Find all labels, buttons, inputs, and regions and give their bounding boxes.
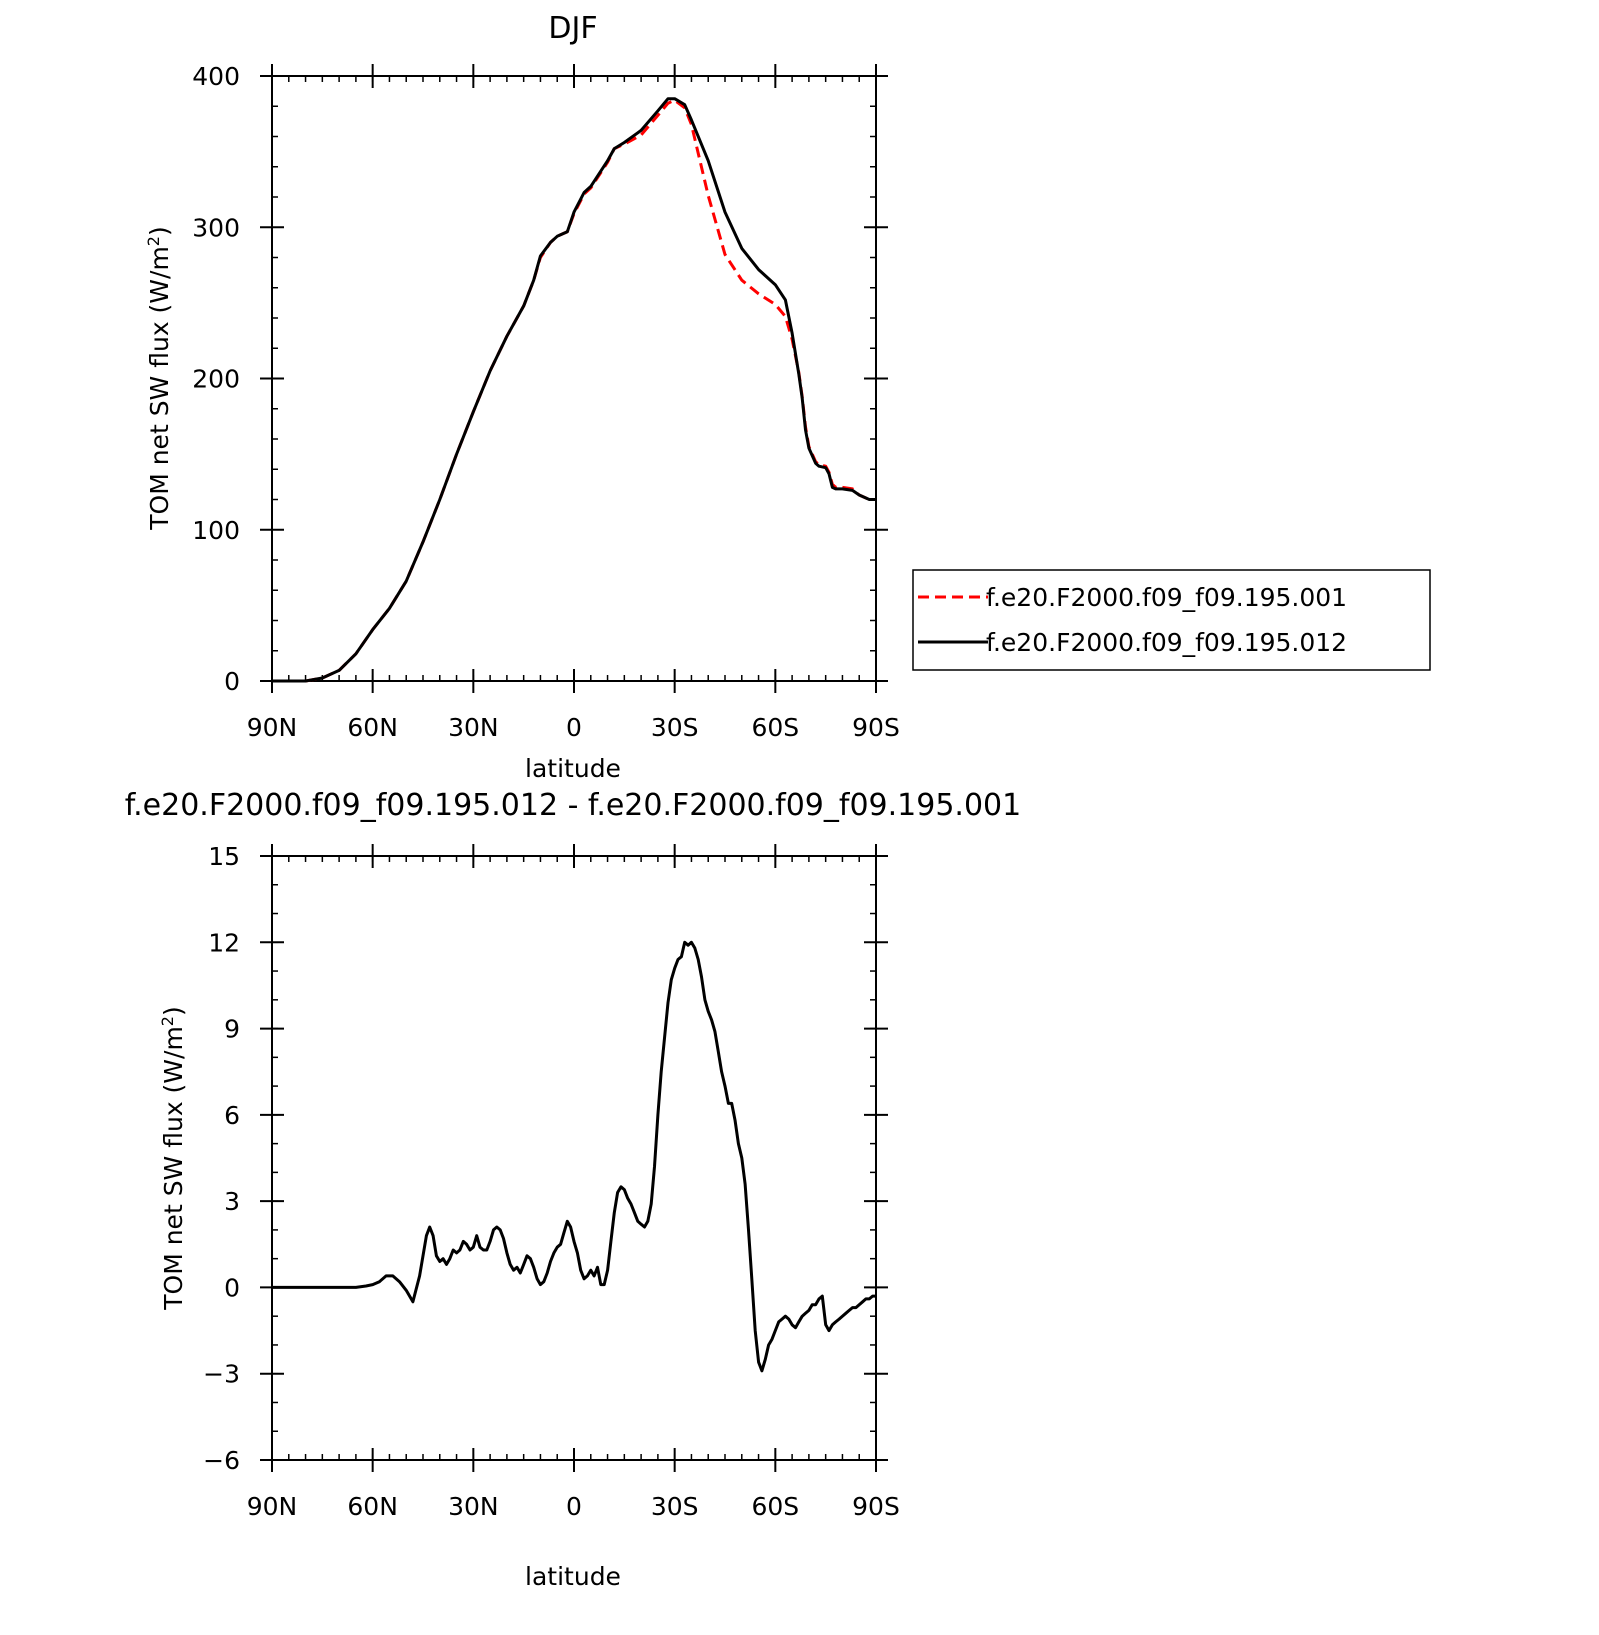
top-plot-area: 90N 60N 30N 0 30S 60S 90S 0 100 200 300 400 [192, 62, 900, 742]
bottom-plot-frame [271, 855, 877, 1461]
bottom-x-tick-label: 60N [347, 1492, 398, 1521]
top-x-tick-label: 90N [247, 713, 298, 742]
bottom-y-axis-label: TOM net SW flux (W/m2) [158, 1006, 189, 1311]
legend-label-series-001: f.e20.F2000.f09_f09.195.001 [986, 583, 1347, 612]
top-y-axis-label: TOM net SW flux (W/m2) [144, 226, 175, 531]
top-x-tick-label: 30S [651, 713, 699, 742]
bottom-y-tick-label: −6 [203, 1446, 240, 1475]
top-y-tick-label: 100 [192, 516, 240, 545]
top-x-tick-label: 60S [751, 713, 799, 742]
top-chart-title: DJF [548, 11, 597, 46]
bottom-y-tick-label: 15 [208, 842, 240, 871]
top-x-tick-label: 60N [347, 713, 398, 742]
legend: f.e20.F2000.f09_f09.195.001 f.e20.F2000.… [912, 569, 1431, 671]
bottom-x-tick-label: 90S [852, 1492, 900, 1521]
bottom-y-axis-label-superscript: 2 [158, 1016, 177, 1026]
top-x-axis-label: latitude [525, 754, 621, 783]
top-y-tick-label: 0 [224, 667, 240, 696]
bottom-y-tick-label: 0 [224, 1273, 240, 1302]
bottom-x-tick-label: 30S [651, 1492, 699, 1521]
bottom-x-tick-label: 60S [751, 1492, 799, 1521]
bottom-y-tick-label: 3 [224, 1187, 240, 1216]
top-x-tick-label: 90S [852, 713, 900, 742]
bottom-y-tick-label: −3 [203, 1360, 240, 1389]
top-y-tick-label: 400 [192, 62, 240, 91]
bottom-x-tick-label: 30N [448, 1492, 499, 1521]
bottom-y-axis-label-close: ) [159, 1006, 188, 1016]
top-panel: DJF 90N 60N 30N 0 30S 60S 90S 0 100 200 300 400 lat… [144, 11, 900, 783]
top-y-axis-label-superscript: 2 [144, 236, 163, 246]
bottom-x-tick-label: 0 [566, 1492, 582, 1521]
bottom-plot-area: 90N 60N 30N 0 30S 60S 90S −6 −3 0 3 6 9 12 15 [203, 842, 900, 1521]
bottom-series-line-0 [272, 940, 876, 1373]
legend-label-series-012: f.e20.F2000.f09_f09.195.012 [986, 628, 1347, 657]
top-x-tick-label: 30N [448, 713, 499, 742]
top-y-axis-label-close: ) [145, 226, 174, 236]
bottom-panel: f.e20.F2000.f09_f09.195.012 - f.e20.F200… [125, 788, 1021, 1591]
bottom-y-axis-label-text: TOM net SW flux (W/m [159, 1026, 188, 1311]
bottom-chart-title: f.e20.F2000.f09_f09.195.012 - f.e20.F200… [125, 788, 1021, 823]
top-plot-frame [271, 75, 877, 682]
top-x-tick-label: 0 [566, 713, 582, 742]
legend-box [912, 569, 1431, 671]
top-y-tick-label: 200 [192, 365, 240, 394]
bottom-y-tick-label: 12 [208, 928, 240, 957]
top-y-tick-label: 300 [192, 213, 240, 242]
top-y-axis-label-text: TOM net SW flux (W/m [145, 246, 174, 531]
bottom-x-axis-label: latitude [525, 1562, 621, 1591]
bottom-y-tick-label: 9 [224, 1015, 240, 1044]
top-series-line-0 [272, 98, 876, 683]
top-series-line-1 [272, 97, 876, 683]
bottom-x-tick-label: 90N [247, 1492, 298, 1521]
bottom-y-tick-label: 6 [224, 1101, 240, 1130]
